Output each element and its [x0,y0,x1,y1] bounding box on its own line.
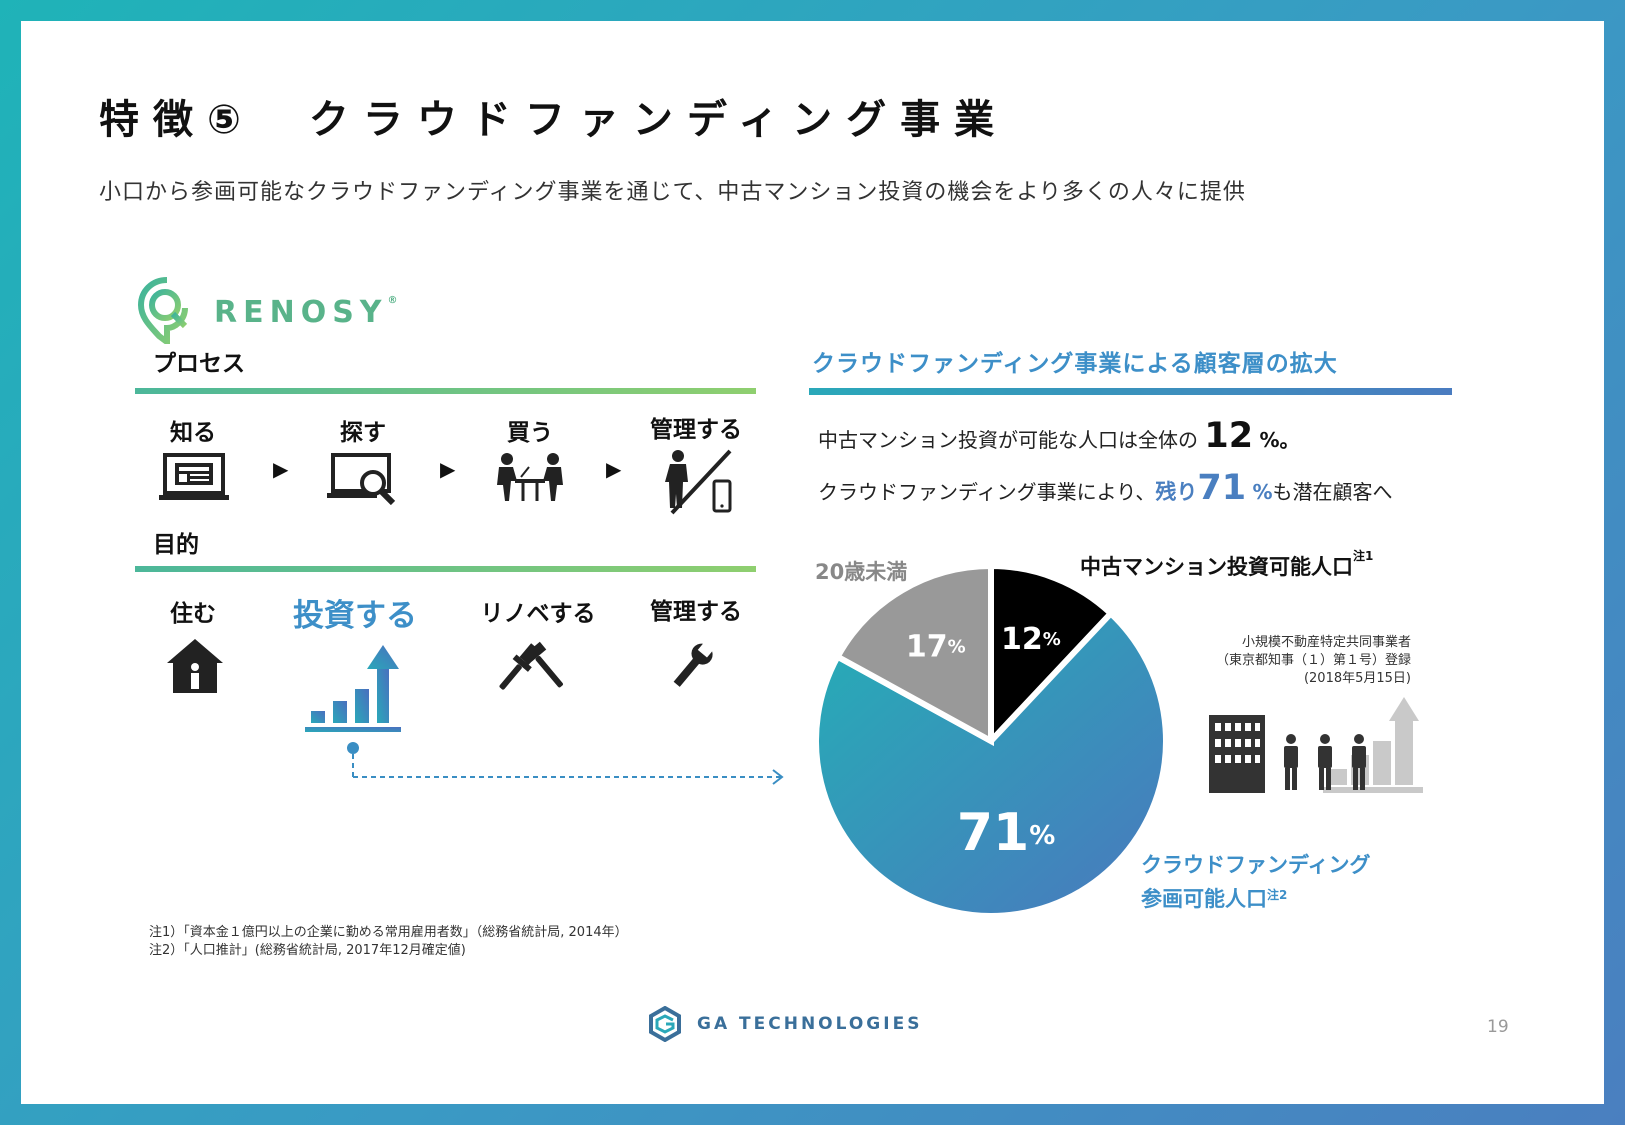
process-step-label: 知る [170,420,216,446]
purpose-heading: 目的 [153,532,199,558]
process-arrow-icon: ▶ [606,457,622,481]
pie-slice [813,609,1169,919]
dashed-connector [352,745,784,785]
purpose-step-label: リノベする [480,601,596,627]
process-heading: プロセス [153,351,245,377]
purpose-rule [135,566,756,572]
tools-icon [499,641,563,690]
building-people-icon [1209,697,1423,793]
stat-line-1: 中古マンション投資が可能な人口は全体の 12 %。 [818,416,1300,456]
registration-text: 小規模不動産特定共同事業者 （東京都知事（１）第１号）登録 (2018年5月15… [1215,635,1411,686]
right-heading: クラウドファンディング事業による顧客層の拡大 [812,351,1338,377]
ga-logo-icon [649,1006,681,1042]
page-title: 特徴⑤ クラウドファンディング事業 [99,97,1009,143]
meeting-icon [497,453,563,501]
process-rule [135,388,756,394]
label-crowdfunding: クラウドファンディング 参画可能人口注2 [1141,853,1371,911]
right-rule [809,388,1452,395]
pie-slice-label: 71% [957,803,1055,863]
pie-slice-label: 12% [1001,622,1061,657]
process-step-label: 管理する [650,417,742,443]
process-arrow-icon: ▶ [440,457,456,481]
process-step-label: 探す [340,420,386,446]
renosy-logo-icon [137,277,188,344]
renosy-wordmark: RENOSY® [214,295,398,330]
laptop-icon [159,453,229,500]
stat-line-2: クラウドファンディング事業により、残り71 %も潜在顧客へ [818,468,1393,508]
footnotes: 注1）「資本金１億円以上の企業に勤める常用雇用者数」（総務省統計局, 2014年… [149,925,628,958]
wrench-icon [673,643,713,687]
search-laptop-icon [327,453,396,505]
company-name: GA TECHNOLOGIES [697,1014,923,1034]
page-number: 19 [1487,1017,1509,1037]
page-subtitle: 小口から参画可能なクラウドファンディング事業を通じて、中古マンション投資の機会を… [99,180,1246,205]
slide: 特徴⑤ クラウドファンディング事業 小口から参画可能なクラウドファンディング事業… [21,21,1604,1104]
house-icon [167,639,223,693]
growth-chart-icon [305,645,401,754]
label-investable: 中古マンション投資可能人口注1 [1080,549,1374,579]
person-phone-icon [665,449,732,515]
pie-chart: 12% 71% 17% [813,562,1169,919]
pie-slice [833,562,994,747]
process-step-label: 買う [507,420,553,446]
purpose-step-label-invest: 投資する [293,598,417,634]
process-arrow-icon: ▶ [273,457,289,481]
label-under20: 20歳未満 [815,560,908,584]
pie-slice [988,562,1116,749]
pie-slice-label: 17% [906,629,966,664]
purpose-step-label: 住む [170,601,216,627]
purpose-step-label: 管理する [650,599,742,625]
